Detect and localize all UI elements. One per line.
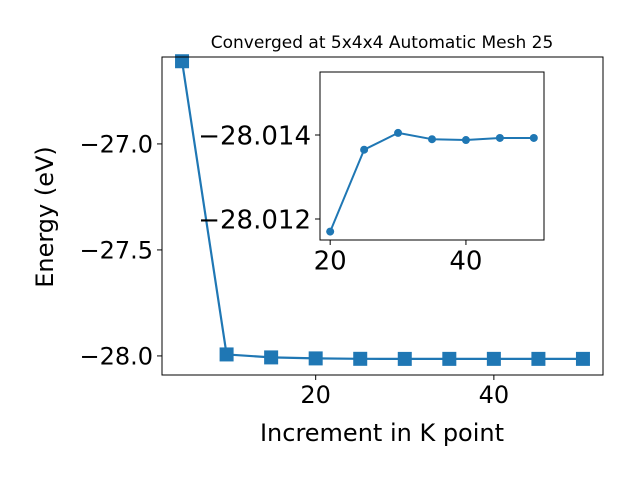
main-point-2 (264, 350, 279, 365)
main-ytick-label-2: −28.0 (79, 343, 153, 371)
main-point-7 (486, 351, 501, 366)
inset-point-0 (326, 227, 335, 236)
inset-point-2 (394, 128, 403, 137)
main-point-5 (397, 351, 412, 366)
inset-ytick-label-0: −28.014 (198, 121, 311, 151)
main-ytick-label-0: −27.0 (79, 131, 153, 159)
main-xtick-label-1: 40 (479, 381, 510, 409)
main-point-6 (442, 351, 457, 366)
inset-point-4 (461, 136, 470, 145)
inset-point-1 (360, 145, 369, 154)
inset-xtick-label-0: 20 (314, 247, 347, 277)
inset-point-6 (529, 133, 538, 142)
main-point-0 (175, 54, 190, 69)
y-axis-label: Energy (eV) (31, 146, 59, 288)
main-ytick-label-1: −27.5 (79, 237, 153, 265)
main-series-line (180, 60, 585, 360)
main-point-8 (531, 351, 546, 366)
main-point-3 (308, 351, 323, 366)
main-frame (161, 56, 604, 376)
inset-plot-area: 20 40 −28.014 −28.012 (198, 71, 545, 277)
x-axis-label: Increment in K point (260, 419, 504, 447)
main-point-9 (575, 351, 590, 366)
main-point-4 (353, 351, 368, 366)
inset-ytick-label-1: −28.012 (198, 205, 311, 235)
main-point-1 (219, 347, 234, 362)
inset-frame (319, 71, 545, 241)
inset-point-3 (428, 135, 436, 144)
inset-background (320, 72, 544, 240)
inset-point-5 (495, 133, 504, 142)
main-xtick-label-0: 20 (300, 381, 331, 409)
inset-xtick-label-1: 40 (449, 247, 482, 277)
chart-title: Converged at 5x4x4 Automatic Mesh 25 (211, 33, 554, 53)
